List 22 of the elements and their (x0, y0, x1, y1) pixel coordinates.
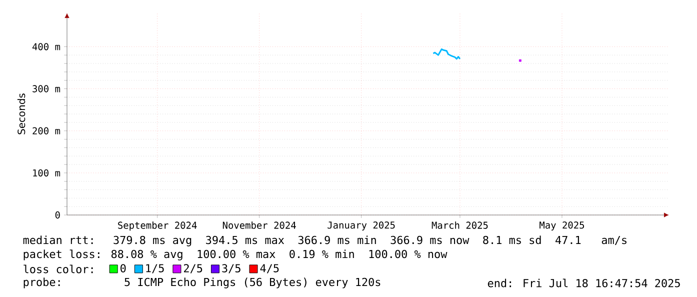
legend-label: 3/5 (222, 264, 240, 274)
y-tick-label: 200 m (32, 127, 60, 134)
y-tick-label: 400 m (32, 43, 60, 50)
legend-title: loss color: (24, 264, 93, 274)
y-tick-label: 0 (55, 211, 60, 219)
line-series (432, 48, 461, 60)
x-tick-label: November 2024 (222, 222, 296, 229)
text: packet loss: 88.08 % avg 100.00 % max 0.19 % min 100.00 % now (24, 250, 448, 260)
text: median rtt: 379.8 ms avg 394.5 ms max 366.9 ms min 366.9 ms now 8.1 ms sd 47.1 am/s (23, 236, 626, 246)
y-tick-label: 300 m (32, 85, 60, 92)
x-tick-label: March 2025 (432, 222, 488, 229)
legend-label: 2/5 (184, 264, 202, 274)
legend-label: 1/5 (146, 264, 164, 274)
x-tick-label: May 2025 (540, 222, 584, 231)
x-tick-label: September 2024 (118, 222, 197, 231)
legend-label: 0 (120, 264, 126, 272)
y-tick-label: 100 m (33, 169, 60, 176)
y-axis-title: Seconds (17, 94, 26, 134)
text: end: Fri Jul 18 16:47:54 2025 (488, 278, 680, 288)
x-tick-label: January 2025 (328, 222, 395, 231)
text: probe: 5 ICMP Echo Pings (56 Bytes) every 120s (24, 278, 380, 288)
legend-label: 4/5 (260, 264, 279, 274)
